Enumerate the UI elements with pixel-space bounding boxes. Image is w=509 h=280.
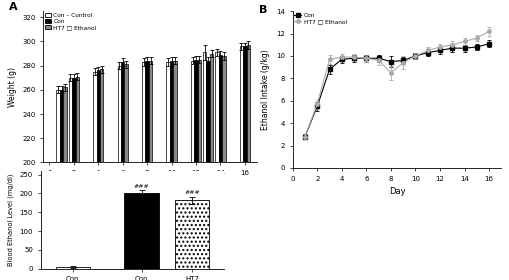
Legend: Con, HT7 □ Ethanol: Con, HT7 □ Ethanol (294, 12, 348, 25)
Bar (142, 62, 146, 280)
Bar (203, 52, 207, 280)
Bar (175, 200, 209, 269)
Bar (75, 76, 79, 280)
Text: ###: ### (134, 184, 149, 189)
Bar (246, 45, 250, 280)
Bar (60, 90, 63, 280)
Bar (170, 61, 173, 280)
Bar (243, 46, 246, 280)
Bar (72, 78, 75, 280)
Bar (240, 46, 243, 280)
Bar (219, 55, 222, 280)
Bar (124, 64, 128, 280)
Bar (55, 267, 90, 269)
Legend: Con – Control, Con, HT7 □ Ethanol: Con – Control, Con, HT7 □ Ethanol (44, 12, 97, 31)
Text: ###: ### (184, 190, 200, 195)
Bar (194, 60, 197, 280)
Bar (149, 61, 152, 280)
Bar (146, 61, 149, 280)
Bar (97, 71, 100, 280)
Bar (215, 52, 219, 280)
Bar (69, 78, 72, 280)
Bar (191, 61, 194, 280)
Bar (166, 62, 170, 280)
Bar (93, 72, 97, 280)
Bar (118, 66, 121, 280)
Bar (197, 60, 201, 280)
Bar (207, 61, 210, 280)
Bar (56, 90, 60, 280)
Bar (210, 53, 213, 280)
Bar (121, 62, 124, 280)
Y-axis label: Weight (g): Weight (g) (8, 67, 17, 107)
Text: A: A (9, 2, 18, 12)
Bar (63, 87, 67, 280)
Bar (222, 56, 225, 280)
Bar (173, 61, 177, 280)
Bar (124, 193, 159, 269)
Bar (100, 69, 103, 280)
Y-axis label: Ethanol Intake (g/kg): Ethanol Intake (g/kg) (262, 49, 270, 130)
Y-axis label: Blood Ethanol Level (mg/dl): Blood Ethanol Level (mg/dl) (8, 174, 14, 266)
X-axis label: Day: Day (142, 182, 158, 191)
Text: B: B (259, 5, 268, 15)
X-axis label: Day: Day (389, 187, 405, 196)
